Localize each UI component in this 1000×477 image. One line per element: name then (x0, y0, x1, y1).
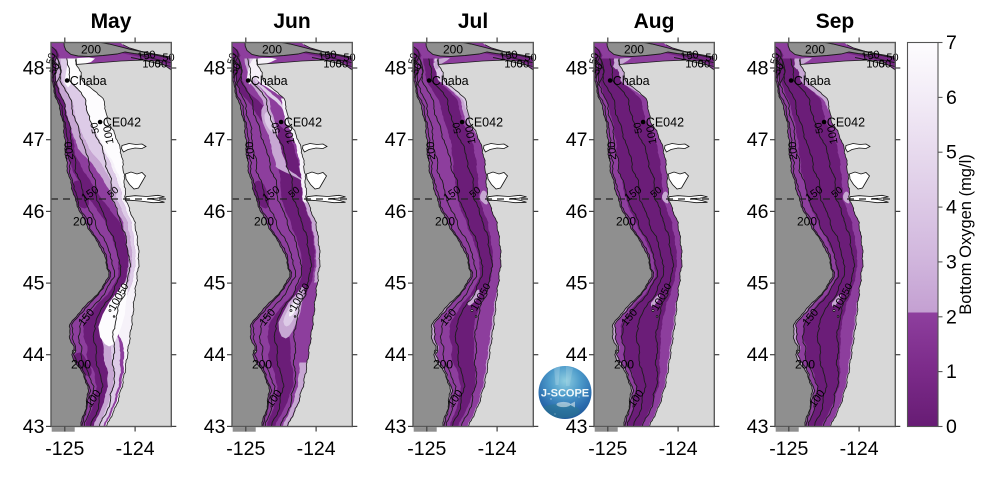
svg-text:46: 46 (204, 201, 226, 223)
svg-text:46: 46 (747, 201, 769, 223)
svg-text:46: 46 (385, 201, 407, 223)
svg-text:-124: -124 (116, 438, 155, 460)
svg-text:46: 46 (566, 201, 588, 223)
svg-text:-125: -125 (45, 438, 84, 460)
svg-text:-124: -124 (659, 438, 698, 460)
svg-text:43: 43 (23, 416, 45, 438)
svg-text:43: 43 (385, 416, 407, 438)
svg-text:-124: -124 (297, 438, 336, 460)
svg-text:Sep: Sep (816, 10, 855, 33)
svg-text:48: 48 (23, 58, 45, 80)
svg-text:Bottom Oxygen (mg/l): Bottom Oxygen (mg/l) (957, 154, 975, 314)
svg-text:7: 7 (946, 32, 957, 54)
svg-text:-124: -124 (840, 438, 879, 460)
svg-text:48: 48 (204, 58, 226, 80)
svg-text:-124: -124 (478, 438, 517, 460)
svg-text:-125: -125 (769, 438, 808, 460)
svg-text:44: 44 (204, 344, 226, 366)
svg-text:44: 44 (566, 344, 588, 366)
svg-text:-125: -125 (226, 438, 265, 460)
svg-text:44: 44 (23, 344, 45, 366)
svg-text:48: 48 (747, 58, 769, 80)
svg-text:45: 45 (204, 273, 226, 295)
svg-text:47: 47 (566, 129, 588, 151)
svg-text:Jun: Jun (273, 10, 310, 33)
svg-text:-125: -125 (588, 438, 627, 460)
svg-text:47: 47 (385, 129, 407, 151)
svg-text:45: 45 (566, 273, 588, 295)
svg-text:0: 0 (946, 416, 957, 438)
svg-text:47: 47 (747, 129, 769, 151)
svg-text:May: May (91, 10, 132, 33)
svg-text:48: 48 (385, 58, 407, 80)
svg-text:46: 46 (23, 201, 45, 223)
svg-text:5: 5 (946, 142, 957, 164)
svg-text:47: 47 (23, 129, 45, 151)
svg-text:45: 45 (23, 273, 45, 295)
svg-text:3: 3 (946, 251, 957, 273)
svg-text:J-SCOPE: J-SCOPE (541, 388, 589, 400)
svg-text:Aug: Aug (634, 10, 675, 33)
svg-text:Jul: Jul (458, 10, 488, 33)
svg-text:2: 2 (946, 306, 957, 328)
svg-text:44: 44 (385, 344, 407, 366)
svg-text:47: 47 (204, 129, 226, 151)
svg-text:44: 44 (747, 344, 769, 366)
svg-text:45: 45 (385, 273, 407, 295)
svg-text:48: 48 (566, 58, 588, 80)
svg-text:43: 43 (566, 416, 588, 438)
svg-text:4: 4 (946, 197, 957, 219)
svg-text:43: 43 (747, 416, 769, 438)
svg-text:45: 45 (747, 273, 769, 295)
svg-text:-125: -125 (407, 438, 446, 460)
svg-text:1: 1 (946, 361, 957, 383)
svg-text:6: 6 (946, 87, 957, 109)
svg-text:43: 43 (204, 416, 226, 438)
